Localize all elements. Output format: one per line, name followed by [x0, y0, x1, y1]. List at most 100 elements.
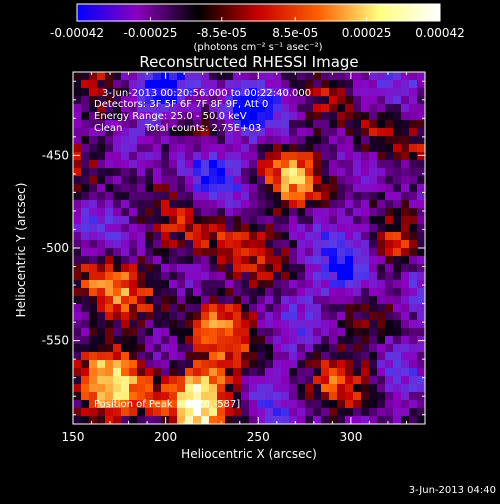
- heatmap-cell: [137, 248, 146, 257]
- heatmap-cell: [313, 368, 322, 377]
- heatmap-cell: [377, 88, 386, 97]
- heatmap-cell: [281, 368, 290, 377]
- heatmap-cell: [145, 104, 154, 113]
- heatmap-cell: [345, 192, 354, 201]
- heatmap-cell: [129, 384, 138, 393]
- heatmap-cell: [217, 112, 226, 121]
- heatmap-cell: [89, 336, 98, 345]
- heatmap-cell: [137, 304, 146, 313]
- heatmap-cell: [265, 232, 274, 241]
- heatmap-cell: [401, 264, 410, 273]
- heatmap-cell: [385, 400, 394, 409]
- heatmap-cell: [401, 72, 410, 81]
- heatmap-cell: [89, 224, 98, 233]
- heatmap-cell: [161, 224, 170, 233]
- heatmap-cell: [361, 136, 370, 145]
- heatmap-cell: [409, 400, 418, 409]
- heatmap-cell: [209, 96, 218, 105]
- heatmap-cell: [129, 168, 138, 177]
- heatmap-cell: [249, 104, 258, 113]
- heatmap-cell: [321, 160, 330, 169]
- heatmap-cell: [417, 320, 425, 329]
- heatmap-cell: [281, 80, 290, 89]
- heatmap-cell: [401, 360, 410, 369]
- heatmap-cell: [257, 384, 266, 393]
- heatmap-cell: [129, 232, 138, 241]
- heatmap-cell: [321, 264, 330, 273]
- heatmap-cell: [345, 288, 354, 297]
- heatmap-cell: [329, 72, 338, 81]
- heatmap-cell: [241, 264, 250, 273]
- heatmap-cell: [361, 280, 370, 289]
- heatmap-cell: [161, 336, 170, 345]
- heatmap-cell: [137, 88, 146, 97]
- heatmap-cell: [137, 320, 146, 329]
- heatmap-cell: [337, 184, 346, 193]
- heatmap-cell: [289, 136, 298, 145]
- heatmap-cell: [265, 200, 274, 209]
- heatmap-cell: [249, 400, 258, 409]
- heatmap-cell: [89, 256, 98, 265]
- heatmap-cell: [177, 216, 186, 225]
- heatmap-cell: [233, 88, 242, 97]
- heatmap-cell: [377, 264, 386, 273]
- heatmap-cell: [161, 376, 170, 385]
- heatmap-cell: [233, 216, 242, 225]
- heatmap-cell: [129, 304, 138, 313]
- heatmap-cell: [329, 352, 338, 361]
- heatmap-cell: [265, 344, 274, 353]
- heatmap-cell: [369, 328, 378, 337]
- heatmap-cell: [193, 408, 202, 417]
- heatmap-cell: [201, 384, 210, 393]
- heatmap-cell: [73, 304, 82, 313]
- heatmap-cell: [209, 376, 218, 385]
- heatmap-cell: [137, 392, 146, 401]
- heatmap-cell: [385, 328, 394, 337]
- heatmap-cell: [257, 168, 266, 177]
- heatmap-cell: [361, 176, 370, 185]
- heatmap-cell: [329, 192, 338, 201]
- heatmap-cell: [81, 104, 90, 113]
- heatmap-cell: [377, 304, 386, 313]
- heatmap-cell: [241, 144, 250, 153]
- heatmap-cell: [193, 120, 202, 129]
- heatmap-cell: [265, 184, 274, 193]
- heatmap-cell: [217, 128, 226, 137]
- heatmap-cell: [177, 392, 186, 401]
- heatmap-cell: [177, 320, 186, 329]
- heatmap-cell: [153, 416, 162, 424]
- heatmap-cell: [161, 216, 170, 225]
- heatmap-cell: [129, 104, 138, 113]
- heatmap-cell: [73, 392, 82, 401]
- heatmap-cell: [249, 208, 258, 217]
- heatmap-cell: [177, 248, 186, 257]
- heatmap-cell: [145, 248, 154, 257]
- heatmap-cell: [361, 128, 370, 137]
- heatmap-cell: [417, 368, 425, 377]
- heatmap-cell: [105, 176, 114, 185]
- heatmap-cell: [337, 384, 346, 393]
- heatmap-cell: [145, 192, 154, 201]
- heatmap-cell: [201, 280, 210, 289]
- heatmap-cell: [137, 296, 146, 305]
- heatmap-cell: [257, 104, 266, 113]
- heatmap-cell: [193, 184, 202, 193]
- heatmap-cell: [201, 120, 210, 129]
- heatmap-cell: [385, 240, 394, 249]
- heatmap-cell: [289, 112, 298, 121]
- heatmap-cell: [385, 304, 394, 313]
- heatmap-cell: [281, 128, 290, 137]
- heatmap-cell: [273, 80, 282, 89]
- heatmap-cell: [129, 224, 138, 233]
- heatmap-cell: [209, 160, 218, 169]
- heatmap-cell: [121, 104, 130, 113]
- heatmap-cell: [265, 104, 274, 113]
- heatmap-cell: [305, 392, 314, 401]
- heatmap-cell: [249, 144, 258, 153]
- heatmap-cell: [417, 120, 425, 129]
- heatmap-cell: [385, 88, 394, 97]
- heatmap-cell: [353, 408, 362, 417]
- heatmap-cell: [257, 408, 266, 417]
- heatmap-cell: [305, 288, 314, 297]
- heatmap-cell: [161, 288, 170, 297]
